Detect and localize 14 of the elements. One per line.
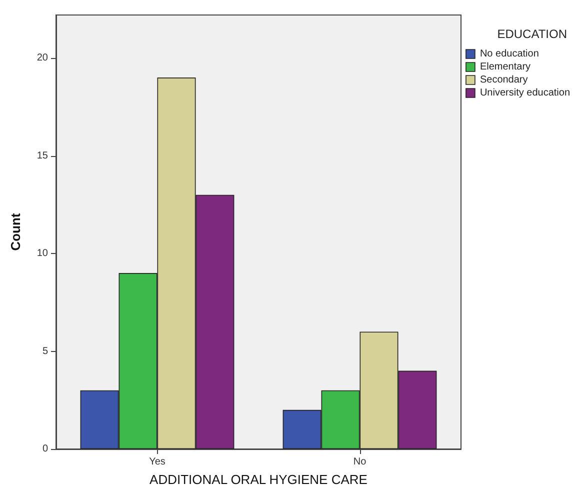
- x-axis-title: ADDITIONAL ORAL HYGIENE CARE: [150, 472, 368, 487]
- legend-title: EDUCATION: [497, 27, 567, 41]
- legend-label: Elementary: [480, 62, 531, 72]
- legend-label: No education: [480, 48, 539, 60]
- y-axis-title: Count: [8, 212, 23, 251]
- y-tick-label: 10: [36, 248, 48, 260]
- legend-label: University education: [480, 88, 570, 98]
- y-tick-label: 5: [42, 346, 48, 357]
- x-tick-label: Yes: [149, 456, 166, 468]
- y-tick-label: 0: [42, 444, 48, 454]
- y-tick-label: 15: [36, 150, 48, 162]
- y-tick-label: 20: [36, 52, 48, 64]
- x-tick-label: No: [353, 456, 367, 468]
- legend-label: Secondary: [480, 74, 528, 86]
